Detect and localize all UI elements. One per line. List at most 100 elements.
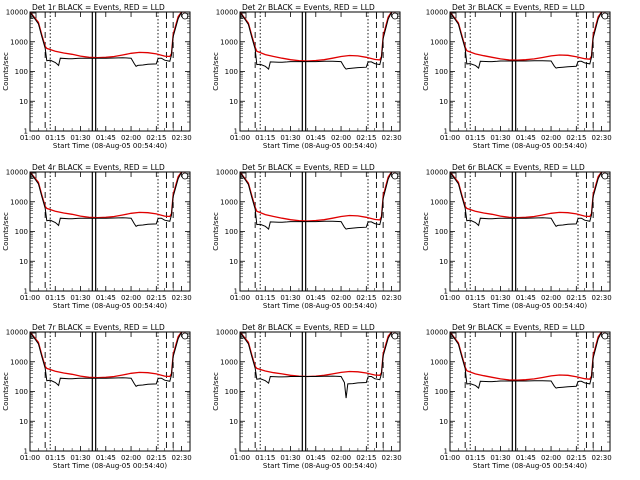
x-tick-label: 01:15 [45, 134, 65, 142]
x-tick-label: 02:30 [381, 134, 401, 142]
start-box-marker [30, 332, 37, 339]
plot-data [30, 172, 185, 227]
y-tick-label: 1000 [220, 38, 238, 46]
plot-data [30, 332, 185, 387]
panel-title: Det 1r BLACK = Events, RED = LLD [32, 3, 165, 12]
x-tick-label: 01:30 [490, 454, 510, 462]
y-tick-label: 1000 [10, 38, 28, 46]
x-tick-label: 02:15 [146, 294, 166, 302]
x-tick-label: 01:45 [306, 134, 326, 142]
series-events-line [30, 332, 185, 387]
y-axis-label: Counts/sec [2, 52, 10, 91]
x-tick-label: 01:30 [280, 134, 300, 142]
x-tick-label: 01:15 [45, 294, 65, 302]
y-tick-label: 1 [234, 288, 238, 296]
panel-title: Det 9r BLACK = Events, RED = LLD [452, 323, 585, 332]
start-box-marker [30, 172, 37, 179]
x-axis-label: Start Time (08-Aug-05 00:54:40) [53, 302, 167, 310]
series-lld-line [240, 332, 395, 378]
plot-data [240, 12, 395, 71]
panel-det-2: Det 2r BLACK = Events, RED = LLD 1 10 100 10… [212, 3, 402, 150]
series-lld-line [30, 332, 185, 379]
y-tick-label: 100 [15, 228, 28, 236]
x-tick-label: 01:45 [516, 454, 536, 462]
y-axis-label: Counts/sec [422, 212, 430, 251]
start-box-marker [450, 332, 457, 339]
panel-det-6: Det 6r BLACK = Events, RED = LLD 1 10 100 10… [422, 163, 612, 310]
plot-data [450, 332, 605, 389]
x-tick-label: 01:15 [465, 134, 485, 142]
y-tick-label: 1 [444, 448, 448, 456]
x-tick-label: 02:30 [381, 454, 401, 462]
x-tick-label: 02:00 [121, 294, 141, 302]
x-tick-label: 02:15 [566, 454, 586, 462]
x-tick-label: 01:45 [516, 294, 536, 302]
panel-title: Det 6r BLACK = Events, RED = LLD [452, 163, 585, 172]
series-lld-line [450, 332, 605, 381]
plot-data [240, 332, 395, 399]
y-tick-label: 1000 [10, 358, 28, 366]
x-tick-label: 01:45 [96, 454, 116, 462]
series-events-line [450, 332, 605, 389]
y-tick-label: 10000 [6, 329, 28, 337]
y-tick-label: 100 [435, 388, 448, 396]
x-tick-label: 01:45 [96, 294, 116, 302]
y-tick-label: 1000 [430, 198, 448, 206]
x-tick-label: 02:15 [356, 134, 376, 142]
y-tick-label: 10000 [216, 9, 238, 17]
x-tick-label: 01:30 [490, 134, 510, 142]
y-tick-label: 1000 [220, 358, 238, 366]
panel-title: Det 5r BLACK = Events, RED = LLD [242, 163, 375, 172]
y-axis-label: Counts/sec [212, 372, 220, 411]
series-events-line [450, 172, 605, 227]
x-tick-label: 02:15 [146, 454, 166, 462]
y-axis-label: Counts/sec [212, 212, 220, 251]
x-tick-label: 02:30 [171, 134, 191, 142]
x-tick-label: 01:15 [465, 454, 485, 462]
y-tick-label: 10 [19, 258, 28, 266]
plot-data [240, 172, 395, 231]
y-tick-label: 10000 [6, 9, 28, 17]
x-tick-label: 01:45 [96, 134, 116, 142]
x-tick-label: 01:00 [440, 294, 460, 302]
plot-data [450, 12, 605, 69]
y-tick-label: 10000 [216, 169, 238, 177]
y-tick-label: 10 [19, 418, 28, 426]
series-events-line [240, 12, 395, 71]
x-tick-label: 01:30 [280, 294, 300, 302]
end-circle-marker [601, 172, 609, 180]
panel-det-1: Det 1r BLACK = Events, RED = LLD 1 10 100 10… [2, 3, 192, 150]
panel-det-3: Det 3r BLACK = Events, RED = LLD 1 10 100 10… [422, 3, 612, 150]
x-tick-label: 01:45 [306, 294, 326, 302]
x-tick-label: 01:15 [255, 294, 275, 302]
x-tick-label: 01:30 [490, 294, 510, 302]
x-tick-label: 01:00 [440, 134, 460, 142]
x-tick-label: 02:00 [121, 454, 141, 462]
x-axis-label: Start Time (08-Aug-05 00:54:40) [263, 302, 377, 310]
end-circle-marker [601, 12, 609, 20]
series-lld-line [240, 172, 395, 222]
y-tick-label: 10 [229, 258, 238, 266]
x-tick-label: 01:30 [70, 294, 90, 302]
y-tick-label: 1 [444, 288, 448, 296]
y-tick-label: 100 [225, 228, 238, 236]
start-box-marker [240, 332, 247, 339]
y-axis-label: Counts/sec [422, 372, 430, 411]
x-axis-label: Start Time (08-Aug-05 00:54:40) [473, 142, 587, 150]
x-tick-label: 01:45 [516, 134, 536, 142]
y-tick-label: 100 [435, 68, 448, 76]
x-tick-label: 02:15 [146, 134, 166, 142]
panel-det-7: Det 7r BLACK = Events, RED = LLD 1 10 100 10… [2, 323, 192, 470]
panel-title: Det 7r BLACK = Events, RED = LLD [32, 323, 165, 332]
panel-title: Det 3r BLACK = Events, RED = LLD [452, 3, 585, 12]
x-tick-label: 02:00 [541, 294, 561, 302]
panel-det-9: Det 9r BLACK = Events, RED = LLD 1 10 100 10… [422, 323, 612, 470]
series-lld-line [450, 12, 605, 61]
y-axis-label: Counts/sec [2, 212, 10, 251]
y-tick-label: 10000 [426, 169, 448, 177]
x-tick-label: 01:00 [230, 454, 250, 462]
series-lld-line [30, 172, 185, 219]
y-tick-label: 100 [225, 388, 238, 396]
x-tick-label: 01:00 [20, 294, 40, 302]
y-tick-label: 100 [15, 68, 28, 76]
